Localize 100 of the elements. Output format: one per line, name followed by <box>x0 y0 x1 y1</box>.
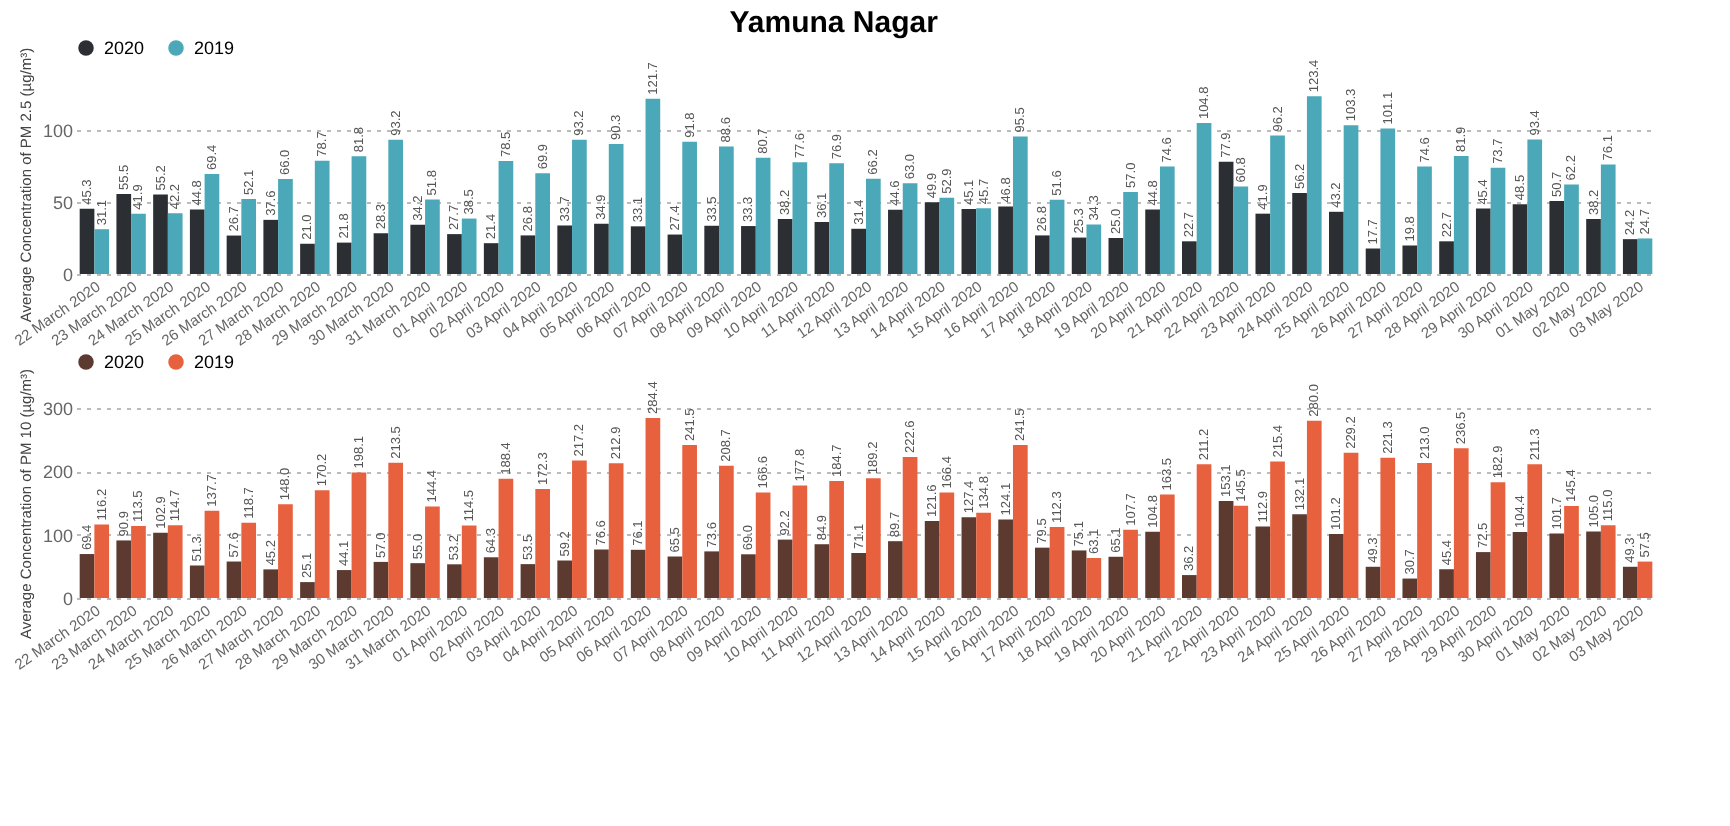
bar <box>373 233 389 274</box>
bar <box>167 213 183 274</box>
bar <box>682 445 697 598</box>
bar <box>1490 167 1506 274</box>
bar <box>425 199 440 274</box>
bar <box>667 556 683 598</box>
bar <box>719 465 734 598</box>
bar <box>1255 526 1271 598</box>
bar <box>520 564 536 598</box>
bar <box>1343 452 1359 598</box>
bar <box>1527 139 1543 274</box>
bar <box>777 218 793 274</box>
bar <box>1600 525 1616 598</box>
bar <box>866 178 881 274</box>
y-tick-label: 100 <box>42 121 73 141</box>
y-tick-label: 300 <box>42 399 73 419</box>
bar <box>1439 241 1454 274</box>
bar <box>1402 245 1418 274</box>
bar <box>1475 552 1491 598</box>
y-tick-label: 50 <box>52 193 73 213</box>
bar <box>888 209 903 274</box>
bar <box>1564 184 1579 274</box>
bar <box>1586 531 1601 598</box>
bar <box>1292 514 1307 598</box>
bar <box>447 234 462 274</box>
bar <box>1328 211 1344 274</box>
bar <box>961 517 977 598</box>
bar <box>204 174 220 274</box>
bar <box>263 219 279 274</box>
bar <box>572 460 587 598</box>
legend-label: 2020 <box>104 352 145 372</box>
bar <box>263 569 279 598</box>
bar <box>851 228 866 274</box>
bar <box>336 570 352 598</box>
bar <box>314 490 330 598</box>
bar <box>425 506 440 598</box>
bar <box>1108 238 1124 274</box>
y-tick-label: 100 <box>42 525 73 546</box>
bar <box>1512 531 1528 598</box>
bar <box>1490 482 1506 598</box>
bar <box>1439 569 1454 598</box>
bar <box>851 552 866 598</box>
bar <box>1145 209 1160 274</box>
bar <box>1196 464 1212 598</box>
y-tick-label: 0 <box>62 265 73 285</box>
bar <box>189 209 205 274</box>
bar <box>1255 213 1271 274</box>
bar <box>1402 578 1418 598</box>
bar <box>1380 128 1396 274</box>
bar <box>226 235 242 274</box>
bar <box>351 156 367 274</box>
bar <box>388 462 404 598</box>
bar <box>483 557 499 598</box>
bar <box>1328 533 1344 598</box>
bar <box>410 224 426 274</box>
bar <box>572 139 587 274</box>
legend-label: 2020 <box>104 38 145 58</box>
bar <box>226 561 242 598</box>
bar <box>79 554 95 598</box>
bar <box>1417 463 1432 598</box>
bar <box>1145 531 1160 598</box>
bar <box>939 197 955 274</box>
bar <box>116 540 132 598</box>
bar <box>1343 125 1359 274</box>
bar <box>189 565 205 598</box>
bar <box>1182 241 1197 274</box>
bar <box>1196 123 1212 274</box>
bar <box>682 141 697 274</box>
chart-title: Yamuna Nagar <box>729 6 939 40</box>
bar <box>1123 529 1138 598</box>
bar <box>373 561 389 598</box>
bar <box>1564 505 1579 598</box>
bar <box>1270 135 1285 274</box>
bar <box>1365 566 1381 598</box>
bar <box>902 457 918 598</box>
bar <box>241 198 257 274</box>
bar <box>1637 561 1653 598</box>
bar <box>461 218 477 274</box>
bar <box>1035 547 1050 598</box>
bar <box>814 544 830 598</box>
bar <box>314 160 330 274</box>
bar <box>594 549 609 598</box>
bar <box>630 226 646 274</box>
bar <box>535 173 550 274</box>
bar <box>1012 136 1028 274</box>
bar <box>1453 156 1469 274</box>
bar <box>388 139 404 274</box>
bar <box>461 525 477 598</box>
bar <box>777 539 793 598</box>
bar <box>483 243 499 274</box>
bar <box>520 235 536 274</box>
bar <box>1071 237 1087 274</box>
bar <box>902 183 918 274</box>
bar <box>792 485 808 598</box>
bar <box>1549 533 1565 598</box>
bar <box>1475 208 1491 274</box>
bar <box>1123 191 1138 274</box>
bar <box>1159 494 1175 598</box>
bar <box>888 541 903 598</box>
bar <box>645 98 661 274</box>
